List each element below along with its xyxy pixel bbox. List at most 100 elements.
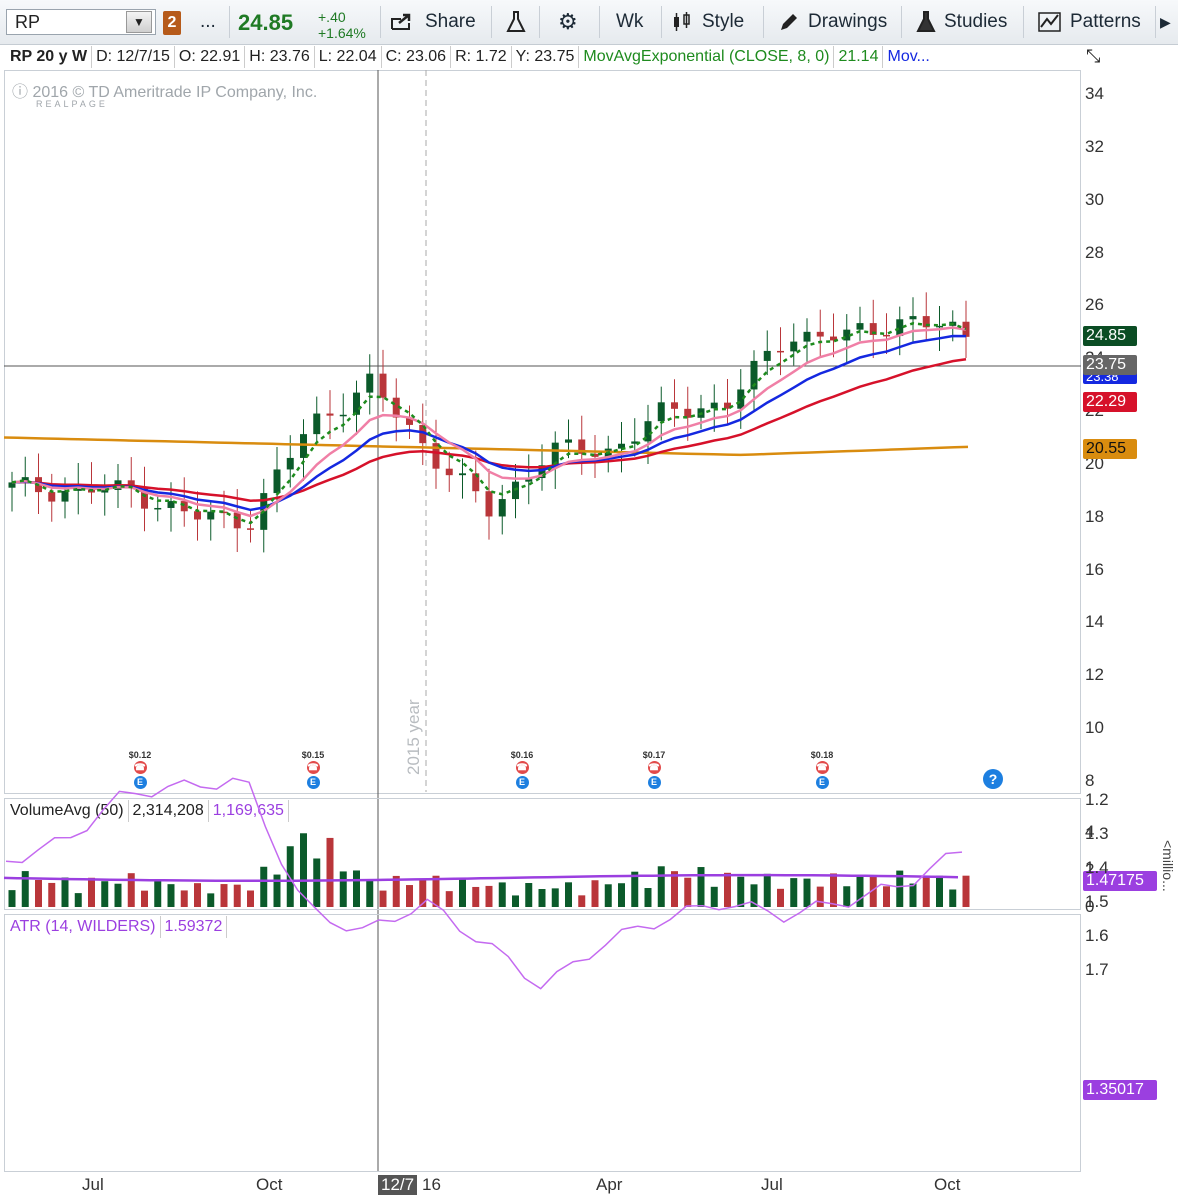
dividend-marker[interactable]: $0.17 ☎ E: [634, 750, 674, 789]
candle-body: [856, 323, 864, 330]
chart-toolbar: RP ▼ 2 ... 24.85 +.40 +1.64% Share ⚙ Wk …: [0, 0, 1178, 45]
settings-button[interactable]: ⚙: [540, 6, 600, 38]
volume-bar: [247, 890, 254, 907]
drawings-button[interactable]: Drawings: [764, 6, 902, 38]
atr-line: [5, 777, 963, 990]
patterns-button[interactable]: Patterns: [1024, 6, 1156, 38]
candle-body: [459, 473, 466, 476]
candle-body: [419, 424, 427, 444]
percent-change: +1.64%: [318, 25, 366, 41]
price-axis-label: 28: [1085, 242, 1104, 262]
more-studies-label[interactable]: Mov...: [887, 48, 930, 65]
candle-body: [326, 413, 334, 416]
volume-bar: [763, 873, 771, 907]
volume-bar: [869, 875, 877, 907]
volume-bar: [21, 871, 29, 907]
candle-body: [194, 511, 201, 520]
volume-bar: [432, 875, 440, 907]
volume-axis-label: 4: [1085, 822, 1095, 841]
candle-body: [883, 334, 890, 337]
candle-body: [101, 489, 109, 493]
volume-bar: [260, 866, 268, 907]
share-icon: [391, 13, 411, 30]
volume-bar: [339, 871, 347, 907]
candle-body: [141, 488, 148, 509]
volume-bar: [777, 888, 784, 907]
candlestick-icon: [674, 12, 690, 31]
price-axis-label: 34: [1085, 84, 1104, 103]
candle-body: [724, 402, 731, 409]
dividend-icon: ☎: [515, 761, 529, 774]
dividend-marker[interactable]: $0.15 ☎ E: [293, 750, 333, 789]
volume-avg-line: [3, 873, 959, 882]
volume-bar: [180, 890, 188, 907]
candle-body: [671, 402, 678, 409]
flask-button[interactable]: [492, 6, 540, 38]
more-button[interactable]: ...: [188, 6, 230, 38]
volume-bar: [220, 884, 228, 907]
candle-body: [339, 414, 347, 417]
dividend-amount: $0.18: [810, 750, 834, 760]
price-panel[interactable]: [4, 70, 1081, 794]
candle-body: [8, 482, 16, 488]
candle-body: [366, 373, 374, 393]
candle-body: [472, 473, 480, 492]
candle-body: [922, 316, 930, 328]
bar-low: L: 22.04: [315, 46, 382, 68]
study-label: MovAvgExponential (CLOSE, 8, 0): [579, 46, 835, 68]
symbol-dropdown-button[interactable]: ▼: [126, 11, 152, 33]
time-axis-label: Oct: [934, 1175, 961, 1194]
bar-date: D: 12/7/15: [92, 46, 175, 68]
volume-bar: [525, 883, 533, 907]
dividend-marker[interactable]: $0.18 ☎ E: [802, 750, 842, 789]
candle-body: [180, 501, 188, 512]
volume-bar: [353, 870, 360, 907]
volume-bar: [790, 878, 798, 907]
volume-bar: [379, 890, 387, 907]
candle-body: [220, 511, 228, 514]
earnings-icon: E: [647, 776, 661, 789]
bar-close: C: 23.06: [382, 46, 452, 68]
candle-body: [803, 331, 811, 342]
help-icon[interactable]: ?: [983, 769, 1003, 789]
volume-title: VolumeAvg (50): [6, 800, 129, 822]
volume-bar: [48, 882, 56, 907]
volume-bar: [657, 866, 665, 907]
collapse-icon[interactable]: ⤡: [1086, 46, 1101, 66]
volume-panel[interactable]: [4, 798, 1081, 910]
volume-bar: [35, 879, 42, 907]
volume-bar: [896, 870, 904, 907]
candle-body: [498, 499, 506, 517]
dividend-marker[interactable]: $0.12 ☎ E: [120, 750, 160, 789]
candle-body: [207, 511, 215, 520]
volume-bar: [922, 877, 930, 907]
candle-body: [432, 443, 440, 469]
candle-body: [869, 323, 877, 335]
style-button[interactable]: Style: [662, 6, 764, 38]
period-dropdown[interactable]: Wk: [600, 6, 662, 38]
volume-bar: [949, 889, 957, 907]
volume-bar: [459, 877, 466, 907]
link-group-badge[interactable]: 2: [163, 11, 181, 35]
price-axis-label: 32: [1085, 136, 1104, 156]
share-button[interactable]: Share: [380, 6, 492, 38]
candle-body: [750, 360, 758, 390]
candle-body: [273, 469, 281, 494]
scroll-right-button[interactable]: ▶: [1156, 6, 1178, 38]
volume-bar: [551, 888, 559, 907]
volume-bar: [724, 872, 731, 907]
candle-body: [684, 408, 692, 418]
volume-bar: [472, 886, 480, 907]
studies-button[interactable]: Studies: [902, 6, 1024, 38]
volume-bar: [498, 882, 506, 907]
atr-panel[interactable]: [4, 914, 1081, 1172]
period-label: Wk: [616, 11, 644, 32]
volume-bar: [618, 883, 625, 907]
volume-bar: [710, 886, 718, 907]
candle-body: [936, 325, 943, 328]
candle-body: [763, 350, 771, 361]
dividend-marker[interactable]: $0.16 ☎ E: [502, 750, 542, 789]
